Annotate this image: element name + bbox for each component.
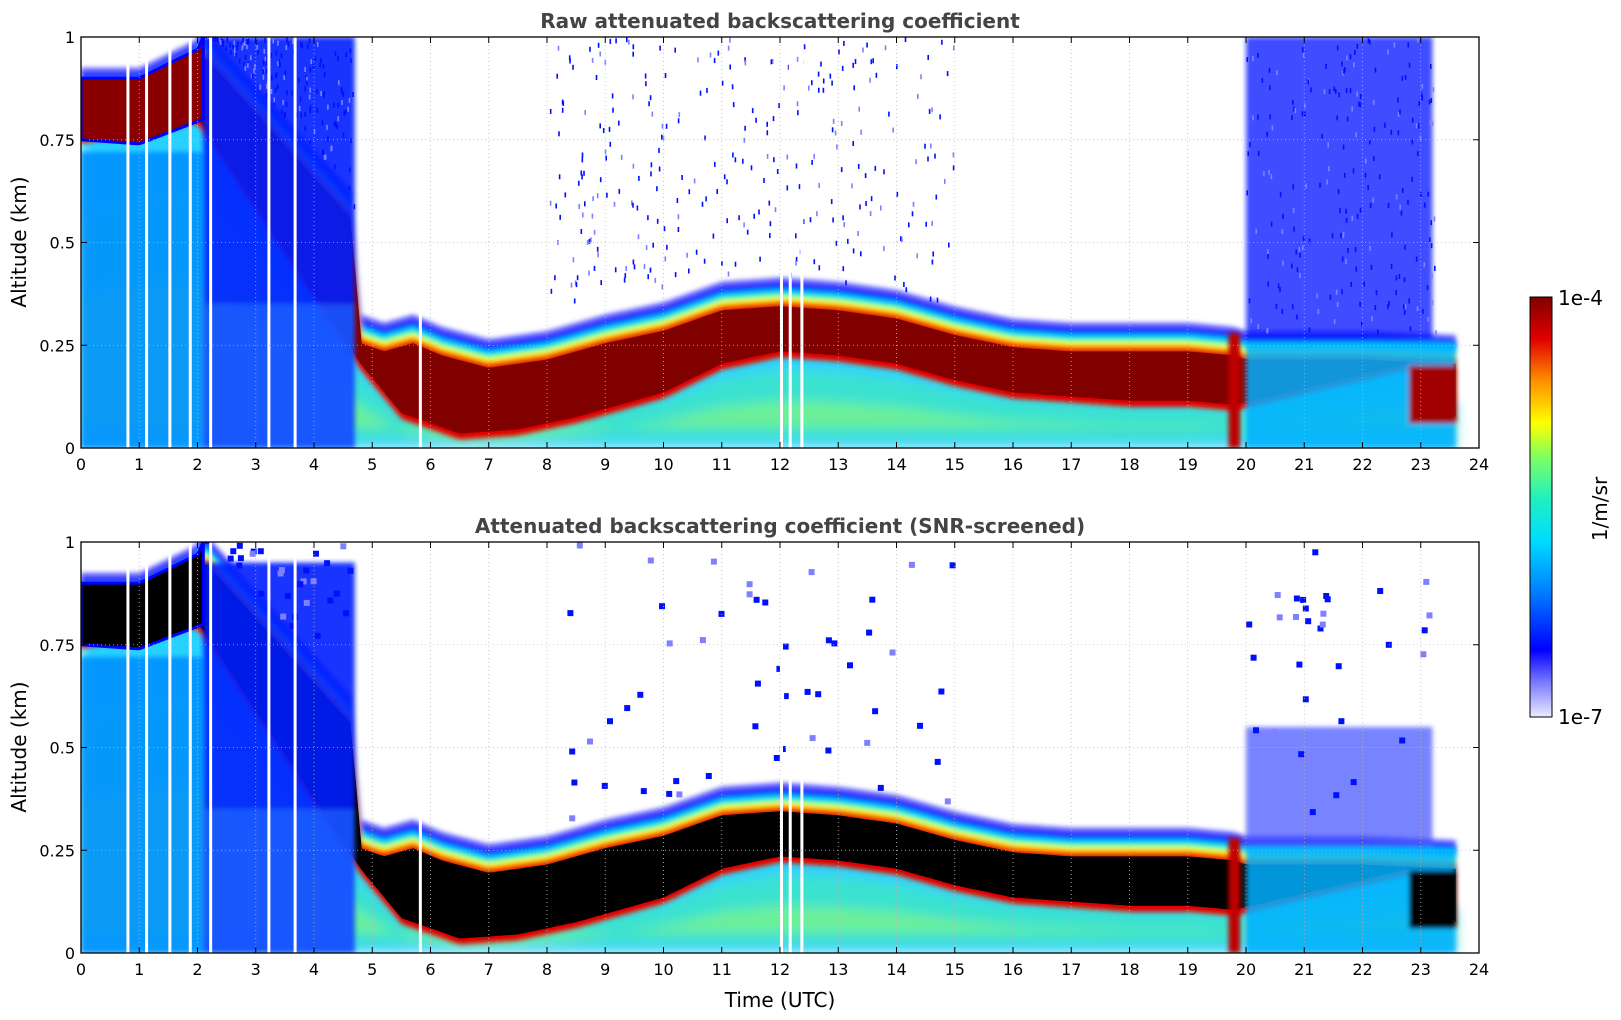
y-tick-label: 1 [65, 28, 75, 47]
panel-screened-x-label: Time (UTC) [724, 988, 836, 1012]
x-tick-label: 3 [251, 455, 261, 474]
panel-screened-title: Attenuated backscattering coefficient (S… [475, 514, 1085, 538]
x-tick-label: 23 [1411, 960, 1431, 979]
x-tick-label: 10 [653, 960, 673, 979]
panel-screened: Attenuated backscattering coefficient (S… [7, 514, 1489, 1012]
x-tick-label: 7 [484, 455, 494, 474]
x-tick-label: 17 [1061, 960, 1081, 979]
x-tick-label: 15 [945, 960, 965, 979]
high-cloud-early [81, 37, 205, 146]
x-tick-label: 11 [712, 455, 732, 474]
panel-raw: Raw attenuated backscattering coefficien… [7, 9, 1489, 474]
x-tick-label: 6 [425, 960, 435, 979]
x-tick-label: 5 [367, 960, 377, 979]
x-tick-label: 16 [1003, 455, 1023, 474]
x-tick-label: 13 [828, 455, 848, 474]
panel-raw-title: Raw attenuated backscattering coefficien… [540, 9, 1020, 33]
x-tick-label: 4 [309, 960, 319, 979]
x-tick-label: 11 [712, 960, 732, 979]
x-tick-label: 3 [251, 960, 261, 979]
noise-speckles [203, 542, 1433, 835]
panel-screened-y-label: Altitude (km) [7, 681, 31, 812]
x-tick-label: 20 [1236, 960, 1256, 979]
x-tick-label: 21 [1294, 960, 1314, 979]
x-tick-label: 18 [1119, 455, 1139, 474]
x-tick-label: 7 [484, 960, 494, 979]
high-cloud-early [81, 542, 205, 651]
panel-screened-y-axis: 0 0.25 0.5 0.75 1 [39, 533, 1479, 963]
cloud-layer [81, 542, 1456, 945]
panel-raw-y-axis: 0 0.25 0.5 0.75 1 [39, 28, 1479, 458]
x-tick-label: 15 [945, 455, 965, 474]
colorbar-unit-label: 1/m/sr [1588, 476, 1612, 541]
x-tick-label: 1 [134, 455, 144, 474]
x-tick-label: 2 [192, 455, 202, 474]
y-tick-label: 1 [65, 533, 75, 552]
noise-speckles [205, 37, 1437, 336]
background-noise [81, 37, 1456, 448]
x-tick-label: 20 [1236, 455, 1256, 474]
x-tick-label: 12 [770, 455, 790, 474]
x-tick-label: 14 [886, 960, 906, 979]
x-tick-label: 17 [1061, 455, 1081, 474]
x-tick-label: 18 [1119, 960, 1139, 979]
colorbar: 1e-4 1e-7 1/m/sr [1529, 286, 1612, 729]
x-tick-label: 10 [653, 455, 673, 474]
panel-raw-y-label: Altitude (km) [7, 176, 31, 307]
colorbar-gradient [1529, 296, 1553, 718]
y-tick-label: 0 [65, 944, 75, 963]
x-tick-label: 12 [770, 960, 790, 979]
x-tick-label: 24 [1469, 455, 1489, 474]
x-tick-label: 6 [425, 455, 435, 474]
panel-raw-x-axis: 0 1 2 3 4 5 6 7 8 9 10 11 12 13 14 15 16 17 18 19 20 21 22 23 24 [76, 37, 1489, 474]
panel-screened-x-axis: 0 1 2 3 4 5 6 7 8 9 10 11 12 13 14 15 16 17 18 19 20 21 22 23 24 [76, 542, 1489, 979]
y-tick-label: 0.5 [50, 739, 75, 758]
x-tick-label: 2 [192, 960, 202, 979]
x-tick-label: 4 [309, 455, 319, 474]
x-tick-label: 9 [600, 960, 610, 979]
x-tick-label: 16 [1003, 960, 1023, 979]
x-tick-label: 22 [1352, 455, 1372, 474]
panel-screened-heatmap [81, 542, 1456, 953]
x-tick-label: 23 [1411, 455, 1431, 474]
x-tick-label: 14 [886, 455, 906, 474]
x-tick-label: 1 [134, 960, 144, 979]
x-tick-label: 21 [1294, 455, 1314, 474]
y-tick-label: 0 [65, 439, 75, 458]
x-tick-label: 5 [367, 455, 377, 474]
y-tick-label: 0.75 [39, 131, 75, 150]
cloud-layer [81, 37, 1456, 440]
x-tick-label: 8 [542, 960, 552, 979]
y-tick-label: 0.5 [50, 234, 75, 253]
x-tick-label: 19 [1178, 960, 1198, 979]
x-tick-label: 19 [1178, 455, 1198, 474]
x-tick-label: 13 [828, 960, 848, 979]
x-tick-label: 0 [76, 455, 86, 474]
x-tick-label: 0 [76, 960, 86, 979]
x-tick-label: 9 [600, 455, 610, 474]
x-tick-label: 24 [1469, 960, 1489, 979]
y-tick-label: 0.75 [39, 636, 75, 655]
y-tick-label: 0.25 [39, 841, 75, 860]
panel-raw-heatmap [81, 37, 1456, 448]
colorbar-min-label: 1e-7 [1558, 705, 1603, 729]
x-tick-label: 8 [542, 455, 552, 474]
y-tick-label: 0.25 [39, 336, 75, 355]
colorbar-max-label: 1e-4 [1558, 286, 1603, 310]
x-tick-label: 22 [1352, 960, 1372, 979]
background-noise [81, 562, 1456, 953]
